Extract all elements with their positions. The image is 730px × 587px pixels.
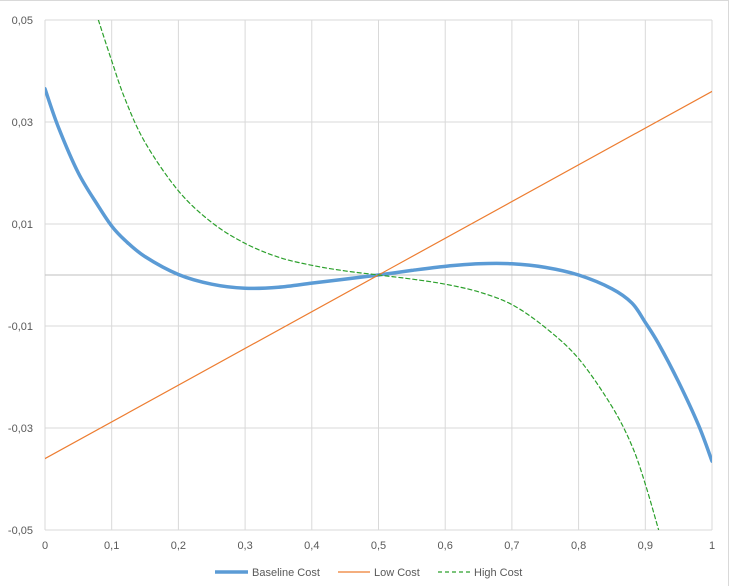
- y-tick-label: -0,03: [8, 423, 33, 435]
- y-tick-label: -0,05: [8, 525, 33, 537]
- legend: Baseline Cost Low Cost High Cost: [215, 567, 522, 579]
- x-axis-tick-labels: 0 0,1 0,2 0,3 0,4 0,5 0,6 0,7 0,8 0,9 1: [42, 540, 715, 552]
- y-tick-label: 0,01: [12, 219, 33, 231]
- x-tick-label: 0,1: [104, 540, 119, 552]
- y-axis-tick-labels: 0,05 0,03 0,01 -0,01 -0,03 -0,05: [8, 15, 33, 537]
- legend-item-high-cost: High Cost: [438, 567, 522, 579]
- x-tick-label: 1: [709, 540, 715, 552]
- legend-item-baseline-cost: Baseline Cost: [215, 567, 320, 579]
- series-line-high-cost: [97, 20, 660, 530]
- x-tick-label: 0,6: [438, 540, 453, 552]
- y-tick-label: 0,05: [12, 15, 33, 27]
- legend-label: High Cost: [474, 567, 522, 579]
- legend-item-low-cost: Low Cost: [338, 567, 420, 579]
- x-tick-label: 0,7: [504, 540, 519, 552]
- legend-label: Baseline Cost: [252, 567, 320, 579]
- x-tick-label: 0,9: [638, 540, 653, 552]
- x-tick-label: 0,3: [237, 540, 252, 552]
- x-tick-label: 0,4: [304, 540, 319, 552]
- x-tick-label: 0,8: [571, 540, 586, 552]
- y-tick-label: 0,03: [12, 117, 33, 129]
- y-tick-label: -0,01: [8, 321, 33, 333]
- x-tick-label: 0: [42, 540, 48, 552]
- x-tick-label: 0,5: [371, 540, 386, 552]
- legend-label: Low Cost: [374, 567, 420, 579]
- x-tick-label: 0,2: [171, 540, 186, 552]
- series-lines: [45, 20, 712, 530]
